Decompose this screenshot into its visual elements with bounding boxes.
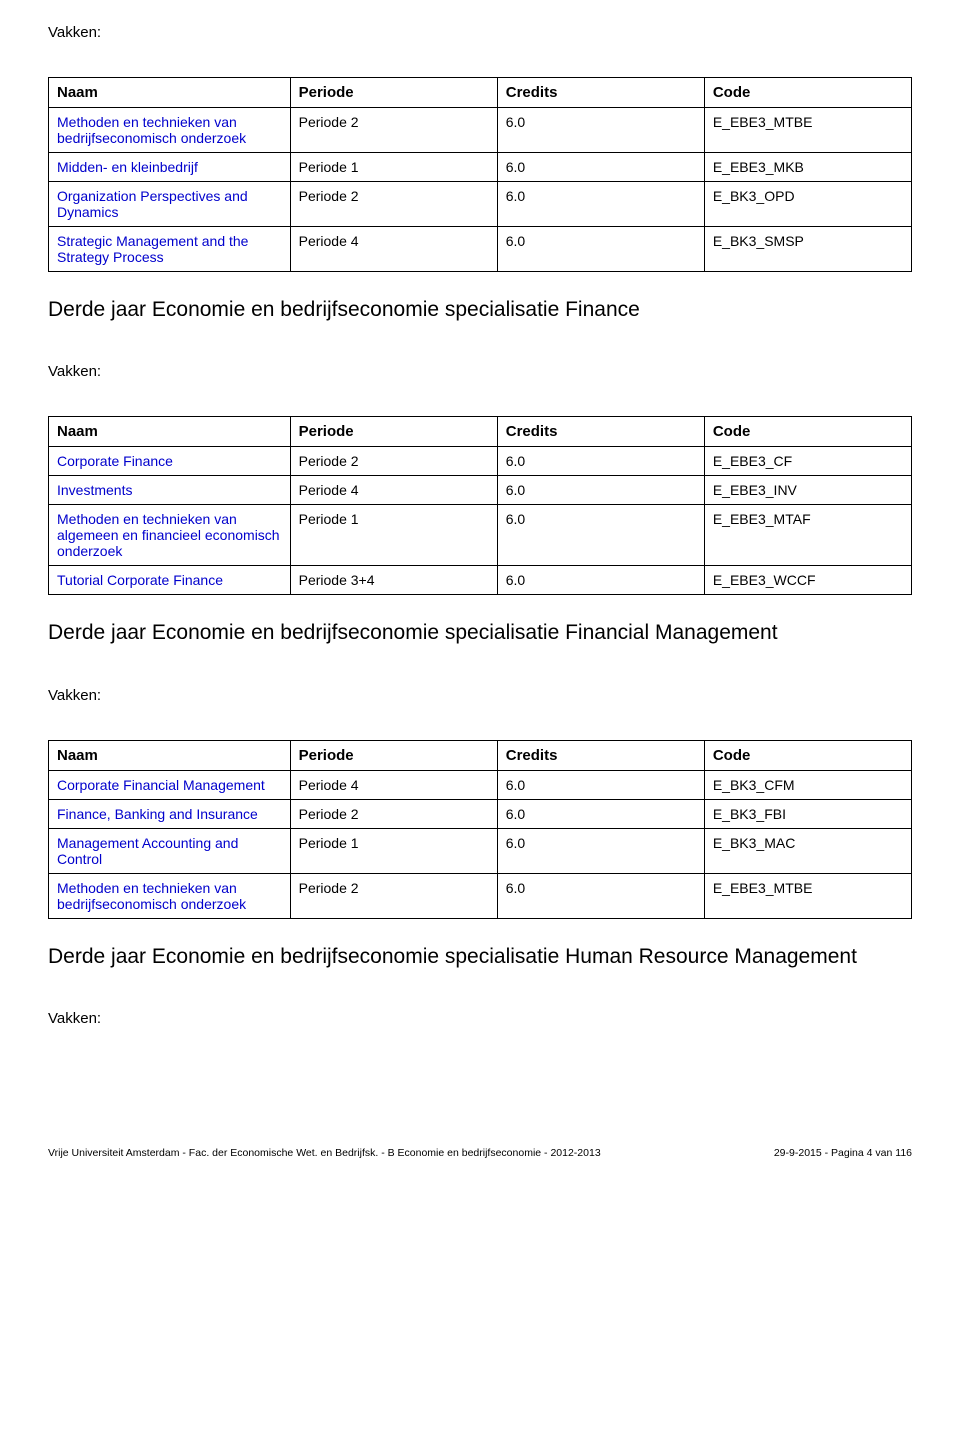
cell-code: E_BK3_MAC: [704, 828, 911, 873]
cell-code: E_EBE3_WCCF: [704, 566, 911, 595]
cell-code: E_EBE3_CF: [704, 447, 911, 476]
cell-code: E_EBE3_MTBE: [704, 108, 911, 153]
course-link[interactable]: Methoden en technieken van bedrijfsecono…: [57, 114, 246, 146]
cell-credits: 6.0: [497, 566, 704, 595]
cell-periode: Periode 4: [290, 770, 497, 799]
cell-periode: Periode 2: [290, 873, 497, 918]
table-row: Investments Periode 4 6.0 E_EBE3_INV: [49, 476, 912, 505]
table-row: Organization Perspectives and Dynamics P…: [49, 182, 912, 227]
course-link[interactable]: Organization Perspectives and Dynamics: [57, 188, 248, 220]
table-row: Finance, Banking and Insurance Periode 2…: [49, 799, 912, 828]
cell-code: E_BK3_SMSP: [704, 227, 911, 272]
section-heading: Derde jaar Economie en bedrijfseconomie …: [48, 619, 912, 646]
course-link[interactable]: Methoden en technieken van bedrijfsecono…: [57, 880, 246, 912]
cell-credits: 6.0: [497, 828, 704, 873]
col-naam: Naam: [49, 740, 291, 770]
course-link[interactable]: Corporate Financial Management: [57, 777, 265, 793]
cell-code: E_EBE3_MTBE: [704, 873, 911, 918]
col-credits: Credits: [497, 740, 704, 770]
courses-table-3: Naam Periode Credits Code Corporate Fina…: [48, 740, 912, 919]
cell-periode: Periode 1: [290, 153, 497, 182]
cell-credits: 6.0: [497, 108, 704, 153]
cell-credits: 6.0: [497, 476, 704, 505]
course-link[interactable]: Strategic Management and the Strategy Pr…: [57, 233, 248, 265]
cell-credits: 6.0: [497, 182, 704, 227]
cell-periode: Periode 2: [290, 447, 497, 476]
col-periode: Periode: [290, 417, 497, 447]
cell-credits: 6.0: [497, 799, 704, 828]
cell-credits: 6.0: [497, 770, 704, 799]
cell-code: E_EBE3_INV: [704, 476, 911, 505]
cell-periode: Periode 1: [290, 505, 497, 566]
footer-left: Vrije Universiteit Amsterdam - Fac. der …: [48, 1147, 601, 1159]
table-row: Methoden en technieken van bedrijfsecono…: [49, 108, 912, 153]
col-naam: Naam: [49, 417, 291, 447]
courses-table-2: Naam Periode Credits Code Corporate Fina…: [48, 416, 912, 595]
cell-periode: Periode 1: [290, 828, 497, 873]
cell-credits: 6.0: [497, 447, 704, 476]
table-header-row: Naam Periode Credits Code: [49, 740, 912, 770]
col-credits: Credits: [497, 78, 704, 108]
cell-code: E_BK3_FBI: [704, 799, 911, 828]
section-heading: Derde jaar Economie en bedrijfseconomie …: [48, 296, 912, 323]
table-row: Corporate Finance Periode 2 6.0 E_EBE3_C…: [49, 447, 912, 476]
cell-credits: 6.0: [497, 505, 704, 566]
col-naam: Naam: [49, 78, 291, 108]
col-credits: Credits: [497, 417, 704, 447]
col-code: Code: [704, 417, 911, 447]
course-link[interactable]: Corporate Finance: [57, 453, 173, 469]
cell-code: E_EBE3_MTAF: [704, 505, 911, 566]
table-header-row: Naam Periode Credits Code: [49, 78, 912, 108]
col-periode: Periode: [290, 78, 497, 108]
section-label: Vakken:: [48, 363, 912, 380]
cell-periode: Periode 2: [290, 108, 497, 153]
course-link[interactable]: Tutorial Corporate Finance: [57, 572, 223, 588]
cell-periode: Periode 3+4: [290, 566, 497, 595]
cell-periode: Periode 2: [290, 182, 497, 227]
section-label: Vakken:: [48, 24, 912, 41]
cell-periode: Periode 4: [290, 227, 497, 272]
footer-right: 29-9-2015 - Pagina 4 van 116: [774, 1147, 912, 1159]
cell-code: E_BK3_CFM: [704, 770, 911, 799]
course-link[interactable]: Midden- en kleinbedrijf: [57, 159, 198, 175]
table-row: Methoden en technieken van bedrijfsecono…: [49, 873, 912, 918]
cell-code: E_EBE3_MKB: [704, 153, 911, 182]
table-row: Corporate Financial Management Periode 4…: [49, 770, 912, 799]
cell-credits: 6.0: [497, 153, 704, 182]
course-link[interactable]: Investments: [57, 482, 132, 498]
courses-table-1: Naam Periode Credits Code Methoden en te…: [48, 77, 912, 272]
table-row: Methoden en technieken van algemeen en f…: [49, 505, 912, 566]
course-link[interactable]: Methoden en technieken van algemeen en f…: [57, 511, 280, 559]
cell-code: E_BK3_OPD: [704, 182, 911, 227]
cell-periode: Periode 2: [290, 799, 497, 828]
table-row: Management Accounting and Control Period…: [49, 828, 912, 873]
cell-periode: Periode 4: [290, 476, 497, 505]
cell-credits: 6.0: [497, 227, 704, 272]
page-footer: Vrije Universiteit Amsterdam - Fac. der …: [48, 1147, 912, 1159]
col-code: Code: [704, 740, 911, 770]
table-row: Midden- en kleinbedrijf Periode 1 6.0 E_…: [49, 153, 912, 182]
section-label: Vakken:: [48, 1010, 912, 1027]
col-code: Code: [704, 78, 911, 108]
section-label: Vakken:: [48, 687, 912, 704]
table-row: Tutorial Corporate Finance Periode 3+4 6…: [49, 566, 912, 595]
section-heading: Derde jaar Economie en bedrijfseconomie …: [48, 943, 912, 970]
table-header-row: Naam Periode Credits Code: [49, 417, 912, 447]
cell-credits: 6.0: [497, 873, 704, 918]
course-link[interactable]: Management Accounting and Control: [57, 835, 238, 867]
table-row: Strategic Management and the Strategy Pr…: [49, 227, 912, 272]
course-link[interactable]: Finance, Banking and Insurance: [57, 806, 258, 822]
col-periode: Periode: [290, 740, 497, 770]
